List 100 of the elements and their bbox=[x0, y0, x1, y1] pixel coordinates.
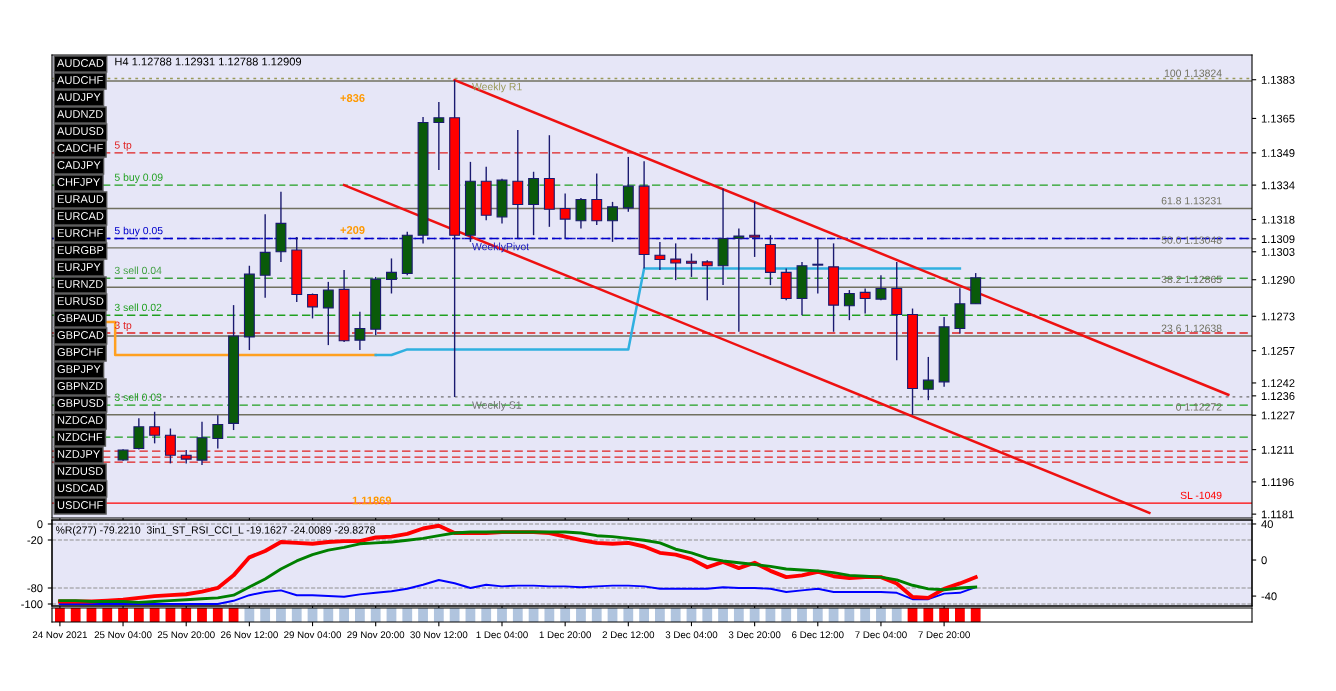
annotation: EURGBP bbox=[57, 246, 104, 254]
annotation: USDCHF bbox=[57, 501, 103, 509]
annotation: GBPUSD bbox=[57, 399, 104, 407]
y2-tick-label: -40 bbox=[1261, 592, 1277, 601]
x-tick-label: 3 Dec 04:00 bbox=[665, 631, 718, 639]
x-tick-label: 24 Nov 2021 bbox=[32, 631, 87, 639]
annotation: CADJPY bbox=[57, 161, 101, 169]
annotation: EURCHF bbox=[57, 229, 103, 237]
annotation: NZDJPY bbox=[57, 450, 100, 458]
candlestick bbox=[812, 237, 824, 295]
ref-line-label: 3 sell 0.04 bbox=[114, 266, 162, 275]
annotation: GBPCAD bbox=[57, 331, 104, 339]
y-tick-label: 0 bbox=[37, 520, 43, 529]
candlestick bbox=[307, 292, 318, 320]
annotation: GBPJPY bbox=[57, 365, 101, 373]
candlestick bbox=[575, 197, 587, 230]
candlestick bbox=[686, 252, 697, 278]
ref-line-label: Weekly R1 bbox=[472, 82, 522, 93]
ref-line-label: 3 tp bbox=[114, 321, 132, 331]
annotation: GBPAUD bbox=[57, 314, 103, 322]
y-tick-label: -80 bbox=[27, 584, 43, 593]
y-tick-label: -100 bbox=[21, 600, 43, 609]
candlestick bbox=[591, 172, 603, 226]
ref-line-label: SL -1049 bbox=[1180, 491, 1222, 500]
ref-line-label: 61.8 1.13231 bbox=[1161, 197, 1222, 205]
candlestick bbox=[607, 201, 618, 243]
annotation: EURNZD bbox=[57, 280, 103, 288]
x-tick-label: 7 Dec 04:00 bbox=[855, 631, 907, 639]
y-tick-label: 1.1257 bbox=[1261, 346, 1295, 355]
ref-line-label: 100 1.13824 bbox=[1164, 69, 1222, 77]
annotation: +209 bbox=[340, 226, 365, 234]
annotation: 1.11869 bbox=[352, 496, 392, 505]
candlestick bbox=[386, 257, 397, 295]
annotation: GBPNZD bbox=[57, 382, 103, 390]
candlestick bbox=[512, 129, 524, 240]
annotation: AUDJPY bbox=[57, 93, 101, 101]
annotation: GBPCHF bbox=[57, 348, 103, 356]
ref-line-label: 5 tp bbox=[114, 141, 132, 151]
ref-line-label: 3 sell 0.03 bbox=[114, 393, 162, 401]
candlestick bbox=[654, 241, 666, 271]
candlestick bbox=[670, 242, 682, 281]
y-tick-label: 1.1349 bbox=[1261, 149, 1295, 157]
candlestick bbox=[749, 201, 761, 258]
x-tick-label: 1 Dec 20:00 bbox=[539, 631, 591, 639]
y-tick-label: 1.1227 bbox=[1261, 411, 1295, 420]
candlestick bbox=[622, 156, 634, 213]
annotation: USDCAD bbox=[57, 484, 104, 492]
x-tick-label: 30 Nov 12:00 bbox=[410, 631, 468, 639]
annotation: AUDUSD bbox=[57, 127, 104, 135]
chart-title: H4 1.12788 1.12931 1.12788 1.12909 bbox=[115, 57, 302, 66]
x-tick-label: 3 Dec 20:00 bbox=[728, 631, 781, 639]
y-tick-label: 1.1211 bbox=[1261, 445, 1294, 454]
x-tick-label: 7 Dec 20:00 bbox=[918, 631, 970, 639]
x-tick-label: 6 Dec 12:00 bbox=[792, 631, 844, 639]
candlestick bbox=[354, 311, 366, 351]
candlestick bbox=[859, 287, 871, 315]
x-tick-label: 2 Dec 12:00 bbox=[602, 631, 655, 639]
candlestick bbox=[149, 411, 161, 445]
candlestick bbox=[196, 421, 208, 466]
y-tick-label: 1.1309 bbox=[1261, 235, 1295, 243]
annotation: EURCAD bbox=[57, 212, 104, 220]
x-tick-label: 29 Nov 04:00 bbox=[284, 631, 342, 639]
ref-line-label: 3 sell 0.02 bbox=[114, 303, 162, 312]
annotation: AUDCHF bbox=[57, 76, 103, 84]
y-tick-label: 1.1365 bbox=[1261, 114, 1295, 123]
y-tick-label: 1.1181 bbox=[1261, 510, 1294, 519]
annotation: AUDNZD bbox=[57, 110, 103, 118]
annotation: NZDCHF bbox=[57, 433, 103, 441]
y-tick-label: -20 bbox=[27, 536, 43, 545]
candlestick bbox=[701, 259, 713, 301]
y-tick-label: 1.1290 bbox=[1261, 275, 1295, 284]
annotation: +836 bbox=[340, 94, 365, 102]
y-tick-label: 1.1334 bbox=[1261, 181, 1295, 190]
y-tick-label: 1.1318 bbox=[1261, 215, 1295, 224]
annotation: CHFJPY bbox=[57, 178, 100, 186]
annotation: EURJPY bbox=[57, 263, 101, 271]
candlestick bbox=[922, 356, 934, 401]
ref-line-label: 5 buy 0.09 bbox=[114, 173, 163, 184]
x-tick-label: 26 Nov 12:00 bbox=[220, 631, 278, 639]
candlestick bbox=[875, 274, 887, 301]
y-tick-label: 1.1242 bbox=[1261, 379, 1295, 387]
candlestick bbox=[259, 213, 271, 299]
candlestick bbox=[733, 227, 745, 333]
candlestick bbox=[322, 281, 334, 346]
candlestick bbox=[133, 417, 145, 451]
y-tick-label: 1.1303 bbox=[1261, 248, 1295, 256]
x-tick-label: 29 Nov 20:00 bbox=[347, 631, 405, 639]
y2-tick-label: 40 bbox=[1261, 520, 1273, 529]
annotation: AUDCAD bbox=[57, 59, 104, 67]
candlestick bbox=[164, 427, 176, 465]
x-tick-label: 1 Dec 04:00 bbox=[476, 631, 528, 639]
annotation: NZDUSD bbox=[57, 467, 103, 475]
ref-line-label: 5 buy 0.05 bbox=[114, 226, 163, 237]
x-tick-label: 25 Nov 20:00 bbox=[157, 631, 215, 639]
candlestick bbox=[212, 414, 224, 450]
candlestick bbox=[843, 289, 855, 321]
candlestick bbox=[559, 192, 571, 240]
annotation: EURUSD bbox=[57, 297, 104, 305]
y-tick-label: 1.1383 bbox=[1261, 76, 1295, 84]
annotation: CADCHF bbox=[57, 144, 103, 152]
